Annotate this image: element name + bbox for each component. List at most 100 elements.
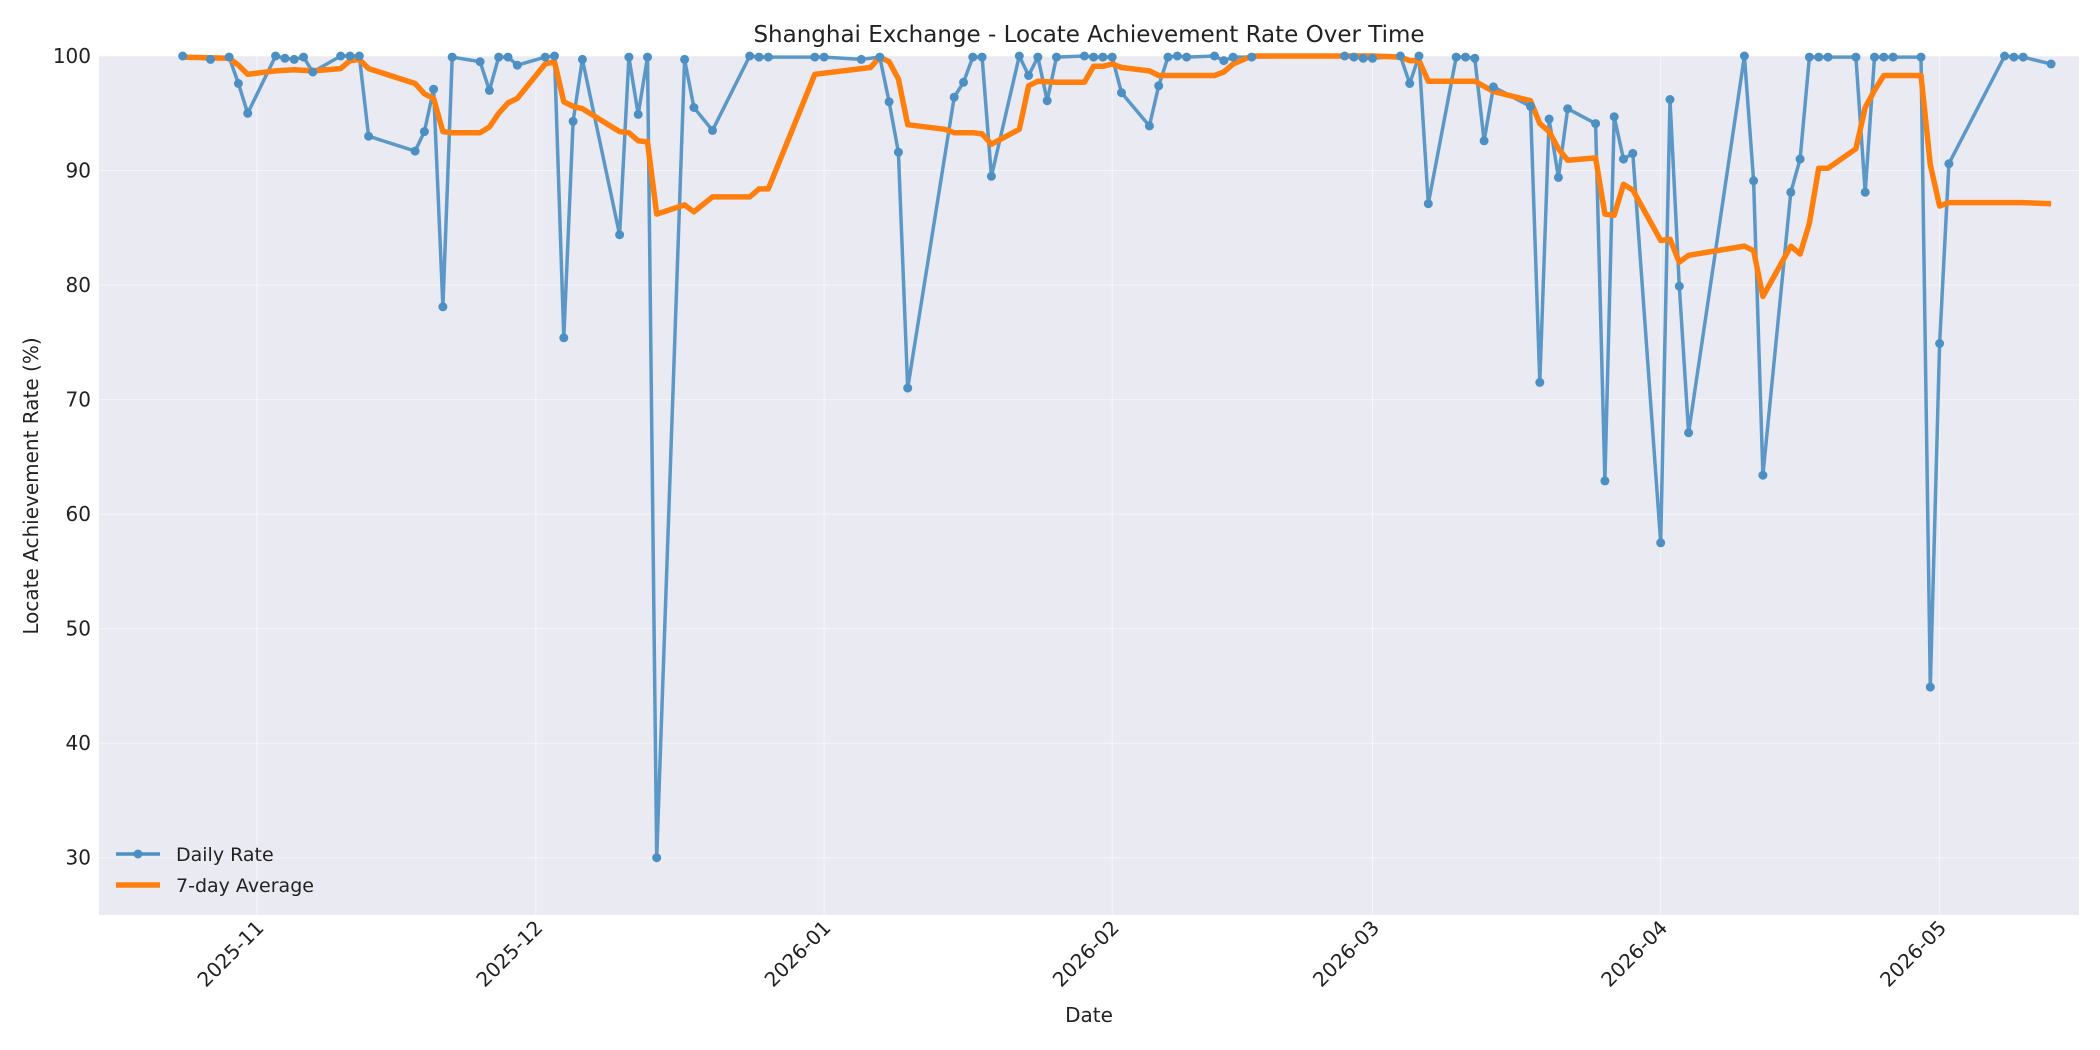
daily-rate-point	[615, 230, 625, 240]
daily-rate-point	[1879, 52, 1889, 62]
daily-rate-point	[429, 84, 439, 94]
daily-rate-point	[708, 125, 717, 135]
daily-rate-point	[447, 52, 457, 62]
daily-rate-point	[512, 60, 522, 70]
legend-daily-label: Daily Rate	[176, 844, 274, 866]
x-tick-label: 2025-11	[192, 916, 268, 992]
daily-rate-point	[968, 52, 978, 62]
daily-rate-point	[903, 383, 913, 393]
daily-rate-point	[2000, 51, 2010, 61]
daily-rate-point	[1563, 104, 1573, 114]
legend-daily-marker	[133, 849, 143, 859]
daily-rate-point	[1684, 428, 1694, 438]
daily-rate-point	[1414, 51, 1424, 61]
daily-rate-point	[345, 51, 355, 61]
daily-rate-point	[1144, 121, 1154, 131]
x-tick-label: 2026-01	[760, 916, 836, 992]
x-tick-label: 2026-02	[1048, 916, 1124, 992]
daily-rate-point	[475, 57, 485, 67]
daily-rate-point	[1619, 154, 1628, 164]
daily-rate-point	[1925, 682, 1935, 692]
daily-rate-point	[271, 51, 281, 61]
x-axis-label: Date	[1065, 1003, 1113, 1027]
daily-rate-point	[949, 92, 959, 102]
daily-rate-point	[1479, 136, 1489, 146]
daily-rate-point	[233, 79, 243, 88]
daily-rate-point	[550, 51, 559, 61]
x-tick-label: 2026-05	[1875, 916, 1951, 992]
daily-rate-point	[308, 67, 318, 77]
daily-rate-point	[1600, 476, 1610, 486]
daily-rate-point	[1544, 114, 1554, 124]
daily-rate-point	[1247, 52, 1257, 62]
daily-rate-point	[1851, 52, 1861, 62]
daily-rate-point	[1033, 52, 1043, 62]
daily-rate-point	[1172, 51, 1182, 61]
y-tick-label: 60	[66, 502, 91, 526]
plot-area	[99, 56, 2079, 915]
daily-rate-point	[819, 52, 829, 62]
daily-rate-point	[1052, 52, 1061, 62]
daily-rate-point	[438, 302, 448, 312]
daily-rate-point	[289, 54, 299, 64]
daily-rate-point	[1674, 281, 1684, 291]
daily-rate-point	[643, 52, 652, 62]
daily-rate-point	[1860, 187, 1870, 197]
daily-rate-point	[1079, 51, 1089, 61]
daily-rate-point	[875, 52, 885, 62]
daily-rate-point	[2046, 59, 2056, 69]
daily-rate-point	[1349, 52, 1359, 62]
daily-rate-point	[540, 52, 550, 62]
daily-rate-point	[763, 52, 773, 62]
daily-rate-point	[652, 853, 662, 863]
daily-rate-point	[1451, 52, 1461, 62]
y-tick-label: 90	[66, 159, 91, 183]
daily-rate-point	[977, 52, 987, 62]
daily-rate-point	[680, 54, 690, 64]
daily-rate-point	[1870, 52, 1879, 62]
daily-rate-point	[1814, 52, 1824, 62]
x-tick-label: 2026-03	[1308, 916, 1384, 992]
daily-rate-point	[689, 103, 699, 112]
daily-rate-point	[224, 52, 234, 62]
daily-rate-point	[503, 52, 513, 62]
series-line-7-day-average	[182, 53, 2052, 300]
daily-rate-point	[484, 85, 494, 95]
daily-rate-point	[1042, 96, 1052, 106]
daily-rate-point	[1210, 51, 1219, 61]
daily-rate-point	[893, 147, 903, 157]
daily-rate-point	[1944, 159, 1954, 169]
daily-rate-point	[1098, 52, 1108, 62]
daily-rate-point	[410, 146, 420, 156]
daily-rate-point	[336, 51, 346, 61]
daily-rate-point	[494, 52, 504, 62]
daily-rate-point	[1405, 79, 1415, 88]
daily-rate-point	[1182, 52, 1192, 62]
daily-rate-point	[1591, 119, 1601, 129]
y-tick-label: 50	[66, 617, 91, 641]
daily-rate-point	[1368, 53, 1377, 63]
x-tick-label: 2025-12	[471, 916, 547, 992]
daily-rate-point	[754, 52, 764, 62]
daily-rate-point	[1758, 470, 1768, 480]
daily-rate-point	[633, 109, 643, 119]
daily-rate-point	[1795, 154, 1805, 164]
daily-rate-point	[1665, 95, 1675, 104]
legend: Daily Rate 7-day Average	[116, 844, 314, 897]
daily-rate-point	[1535, 377, 1545, 387]
daily-rate-point	[1461, 52, 1470, 62]
daily-rate-point	[1163, 52, 1173, 62]
y-tick-label: 100	[53, 44, 91, 68]
daily-rate-point	[243, 108, 253, 118]
daily-rate-point	[419, 127, 429, 137]
x-tick-label: 2026-04	[1596, 916, 1672, 992]
daily-rate-point	[1749, 176, 1759, 186]
daily-rate-point	[1488, 82, 1498, 92]
y-tick-label: 40	[66, 731, 91, 755]
daily-rate-point	[1935, 339, 1945, 348]
daily-rate-point	[1609, 112, 1619, 122]
daily-rate-point	[624, 52, 634, 62]
daily-rate-point	[2018, 52, 2028, 62]
daily-rate-point	[299, 52, 308, 62]
daily-rate-point	[280, 53, 290, 63]
